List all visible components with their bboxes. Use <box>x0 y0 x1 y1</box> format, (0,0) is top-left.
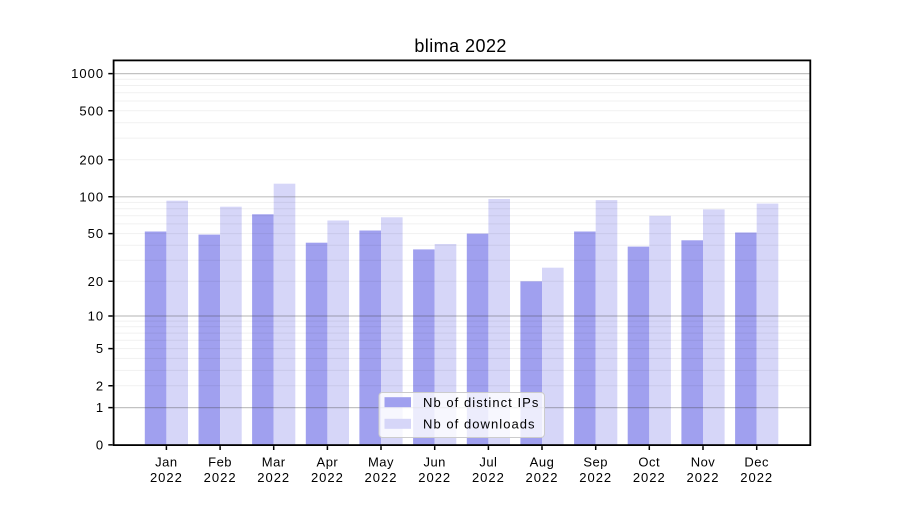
svg-text:Apr: Apr <box>317 455 339 470</box>
svg-text:2022: 2022 <box>365 470 398 485</box>
svg-text:1: 1 <box>96 400 104 415</box>
svg-text:Jan: Jan <box>155 455 177 470</box>
svg-text:2022: 2022 <box>418 470 451 485</box>
svg-text:Dec: Dec <box>744 455 769 470</box>
svg-text:0: 0 <box>96 438 104 453</box>
svg-text:2022: 2022 <box>687 470 720 485</box>
svg-text:100: 100 <box>79 189 104 204</box>
svg-text:2022: 2022 <box>204 470 237 485</box>
svg-text:50: 50 <box>88 226 104 241</box>
svg-text:Nov: Nov <box>691 455 716 470</box>
svg-text:2022: 2022 <box>150 470 183 485</box>
svg-text:2022: 2022 <box>633 470 666 485</box>
svg-text:2022: 2022 <box>579 470 612 485</box>
svg-text:Jul: Jul <box>479 455 497 470</box>
svg-text:May: May <box>368 455 394 470</box>
svg-text:Jun: Jun <box>423 455 445 470</box>
svg-text:2: 2 <box>96 378 104 393</box>
svg-text:20: 20 <box>88 274 104 289</box>
svg-text:Aug: Aug <box>530 455 555 470</box>
svg-text:2022: 2022 <box>526 470 559 485</box>
svg-text:500: 500 <box>79 103 104 118</box>
svg-text:Nb of downloads: Nb of downloads <box>423 416 536 431</box>
svg-text:2022: 2022 <box>257 470 290 485</box>
svg-text:Sep: Sep <box>583 455 608 470</box>
svg-text:1000: 1000 <box>71 66 104 81</box>
svg-text:10: 10 <box>88 309 104 324</box>
svg-text:2022: 2022 <box>740 470 773 485</box>
svg-text:200: 200 <box>79 152 104 167</box>
svg-text:Nb of distinct IPs: Nb of distinct IPs <box>423 395 539 410</box>
svg-text:2022: 2022 <box>311 470 344 485</box>
svg-text:Feb: Feb <box>208 455 232 470</box>
svg-text:Oct: Oct <box>638 455 660 470</box>
svg-text:Mar: Mar <box>262 455 286 470</box>
svg-text:2022: 2022 <box>472 470 505 485</box>
svg-text:5: 5 <box>96 341 104 356</box>
svg-text:blima 2022: blima 2022 <box>414 36 507 56</box>
